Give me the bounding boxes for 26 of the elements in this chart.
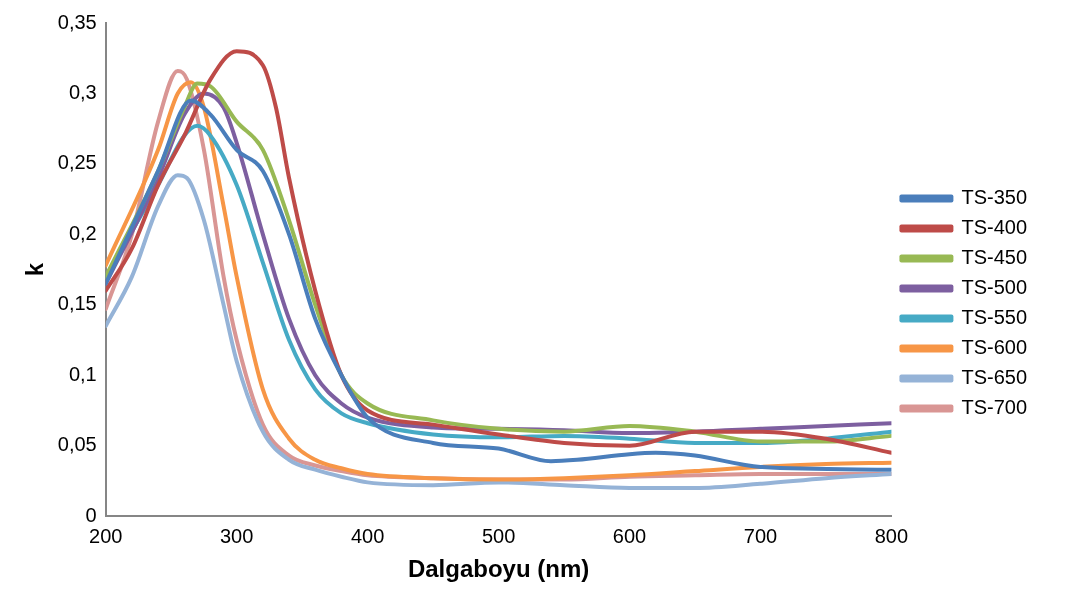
y-tick-label: 0,3 <box>68 80 97 103</box>
legend-label: TS-600 <box>961 336 1028 359</box>
y-tick-label: 0 <box>85 503 97 526</box>
x-tick-label: 500 <box>481 524 516 547</box>
legend-label: TS-400 <box>961 216 1028 239</box>
x-tick-label: 300 <box>219 524 254 547</box>
y-tick-label: 0,35 <box>57 10 97 33</box>
x-tick-label: 800 <box>874 524 909 547</box>
legend-label: TS-700 <box>961 396 1028 419</box>
x-tick-label: 600 <box>612 524 647 547</box>
x-tick-label: 200 <box>89 524 123 547</box>
x-tick-label: 400 <box>350 524 385 547</box>
y-tick-label: 0,15 <box>57 292 97 315</box>
legend-label: TS-450 <box>961 246 1028 269</box>
y-tick-label: 0,2 <box>68 221 97 244</box>
x-axis-title: Dalgaboyu (nm) <box>407 555 590 583</box>
y-tick-label: 0,1 <box>68 362 97 385</box>
y-tick-label: 0,05 <box>57 433 97 456</box>
y-axis-title: k <box>21 262 49 277</box>
legend-label: TS-550 <box>961 306 1028 329</box>
legend-label: TS-650 <box>961 366 1028 389</box>
y-tick-label: 0,25 <box>57 151 97 174</box>
x-tick-label: 700 <box>743 524 778 547</box>
line-series <box>105 173 892 491</box>
legend-label: TS-500 <box>961 276 1028 299</box>
legend-label: TS-350 <box>961 186 1028 209</box>
